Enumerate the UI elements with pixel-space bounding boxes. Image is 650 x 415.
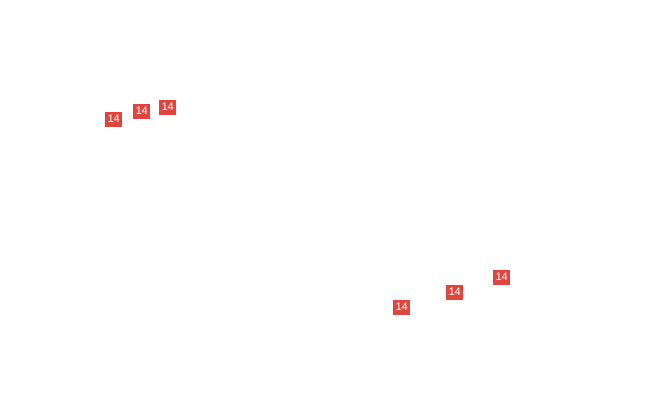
marker[interactable]: 14 xyxy=(105,112,122,127)
marker[interactable]: 14 xyxy=(493,270,510,285)
marker[interactable]: 14 xyxy=(393,300,410,315)
marker[interactable]: 14 xyxy=(159,100,176,115)
marker[interactable]: 14 xyxy=(133,104,150,119)
marker[interactable]: 14 xyxy=(446,285,463,300)
